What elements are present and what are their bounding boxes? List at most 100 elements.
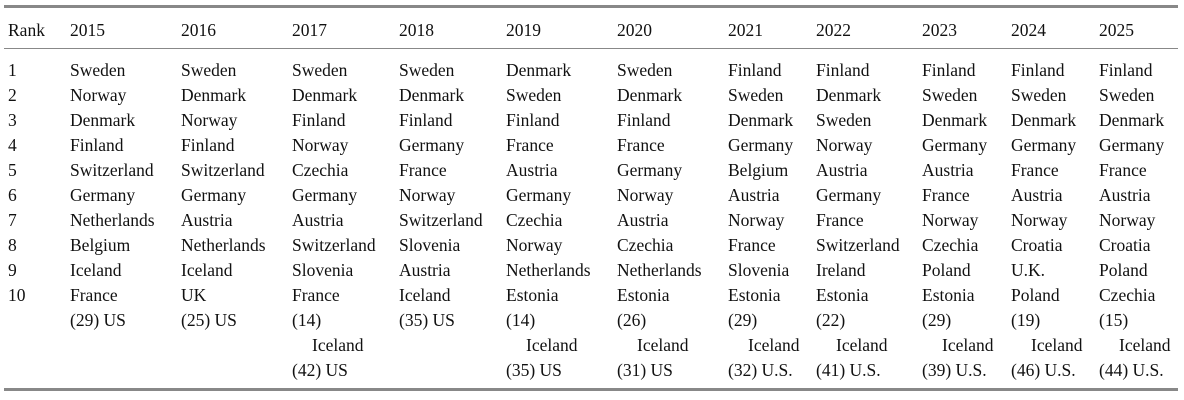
country-cell: Austria <box>816 160 868 180</box>
country-cell: Austria <box>181 210 233 230</box>
country-cell: Finland <box>1011 60 1065 80</box>
country-cell: France <box>1011 160 1059 180</box>
note-cell: (31) US <box>617 360 673 380</box>
country-cell: Norway <box>70 85 127 105</box>
country-cell: Sweden <box>1099 85 1155 105</box>
note-cell: (32) U.S. <box>728 360 793 380</box>
note-cell: (22) <box>816 310 846 330</box>
country-cell: Finland <box>728 60 782 80</box>
country-cell: Croatia <box>1099 235 1151 255</box>
country-cell: Czechia <box>292 160 349 180</box>
note-cell: (15) <box>1099 310 1129 330</box>
country-cell: Sweden <box>506 85 562 105</box>
note-cell: Iceland <box>836 335 888 355</box>
note-cell: (25) US <box>181 310 237 330</box>
header-rule <box>4 48 1178 49</box>
header-cell: 2023 <box>922 20 957 40</box>
country-cell: Austria <box>506 160 558 180</box>
country-cell: Denmark <box>816 85 882 105</box>
country-cell: Netherlands <box>181 235 266 255</box>
header-cell: 2016 <box>181 20 216 40</box>
rank-cell: 10 <box>8 285 26 305</box>
country-cell: France <box>617 135 665 155</box>
note-cell: (44) U.S. <box>1099 360 1164 380</box>
country-cell: Poland <box>922 260 971 280</box>
country-cell: Austria <box>1099 185 1151 205</box>
country-cell: Sweden <box>292 60 348 80</box>
country-cell: Germany <box>1099 135 1165 155</box>
country-cell: Switzerland <box>292 235 376 255</box>
rank-cell: 3 <box>8 110 17 130</box>
note-cell: (14) <box>506 310 536 330</box>
country-cell: France <box>816 210 864 230</box>
country-cell: Ireland <box>816 260 866 280</box>
header-cell: 2019 <box>506 20 541 40</box>
country-cell: Finland <box>399 110 453 130</box>
country-cell: Finland <box>816 60 870 80</box>
country-cell: Czechia <box>1099 285 1156 305</box>
top-rule <box>4 5 1178 8</box>
country-cell: Estonia <box>506 285 559 305</box>
country-cell: Iceland <box>181 260 233 280</box>
country-cell: Finland <box>506 110 560 130</box>
country-cell: Finland <box>70 135 124 155</box>
country-cell: Croatia <box>1011 235 1063 255</box>
header-cell: 2024 <box>1011 20 1046 40</box>
country-cell: France <box>70 285 118 305</box>
country-cell: France <box>728 235 776 255</box>
country-cell: Czechia <box>506 210 563 230</box>
country-cell: Norway <box>922 210 979 230</box>
bottom-rule <box>4 388 1178 391</box>
country-cell: Denmark <box>181 85 247 105</box>
country-cell: Germany <box>617 160 683 180</box>
country-cell: Austria <box>292 210 344 230</box>
header-cell: 2017 <box>292 20 327 40</box>
note-cell: Iceland <box>1119 335 1171 355</box>
note-cell: (19) <box>1011 310 1041 330</box>
country-cell: France <box>1099 160 1147 180</box>
country-cell: Sweden <box>70 60 126 80</box>
country-cell: UK <box>181 285 207 305</box>
country-cell: Norway <box>728 210 785 230</box>
country-cell: Norway <box>617 185 674 205</box>
note-cell: (41) U.S. <box>816 360 881 380</box>
country-cell: Austria <box>1011 185 1063 205</box>
country-cell: Denmark <box>1099 110 1165 130</box>
header-cell: 2021 <box>728 20 763 40</box>
header-cell: 2020 <box>617 20 652 40</box>
country-cell: Germany <box>70 185 136 205</box>
country-cell: Germany <box>399 135 465 155</box>
country-cell: Slovenia <box>728 260 790 280</box>
country-cell: Denmark <box>70 110 136 130</box>
note-cell: (35) US <box>399 310 455 330</box>
country-cell: Czechia <box>617 235 674 255</box>
country-cell: Iceland <box>399 285 451 305</box>
country-cell: Slovenia <box>399 235 461 255</box>
note-cell: (29) US <box>70 310 126 330</box>
country-cell: Sweden <box>1011 85 1067 105</box>
rank-cell: 6 <box>8 185 17 205</box>
country-cell: Norway <box>399 185 456 205</box>
country-cell: Slovenia <box>292 260 354 280</box>
country-cell: Sweden <box>816 110 872 130</box>
country-cell: Germany <box>292 185 358 205</box>
note-cell: (29) <box>728 310 758 330</box>
country-cell: Sweden <box>181 60 237 80</box>
country-cell: Germany <box>506 185 572 205</box>
country-cell: Sweden <box>922 85 978 105</box>
country-cell: Estonia <box>617 285 670 305</box>
country-cell: France <box>506 135 554 155</box>
note-cell: (29) <box>922 310 952 330</box>
rank-cell: 1 <box>8 60 17 80</box>
note-cell: Iceland <box>637 335 689 355</box>
country-cell: Germany <box>816 185 882 205</box>
country-cell: Norway <box>506 235 563 255</box>
country-cell: Sweden <box>399 60 455 80</box>
country-cell: Denmark <box>506 60 572 80</box>
country-cell: Austria <box>728 185 780 205</box>
note-cell: Iceland <box>748 335 800 355</box>
rank-cell: 7 <box>8 210 17 230</box>
rank-cell: 2 <box>8 85 17 105</box>
country-cell: Norway <box>181 110 238 130</box>
